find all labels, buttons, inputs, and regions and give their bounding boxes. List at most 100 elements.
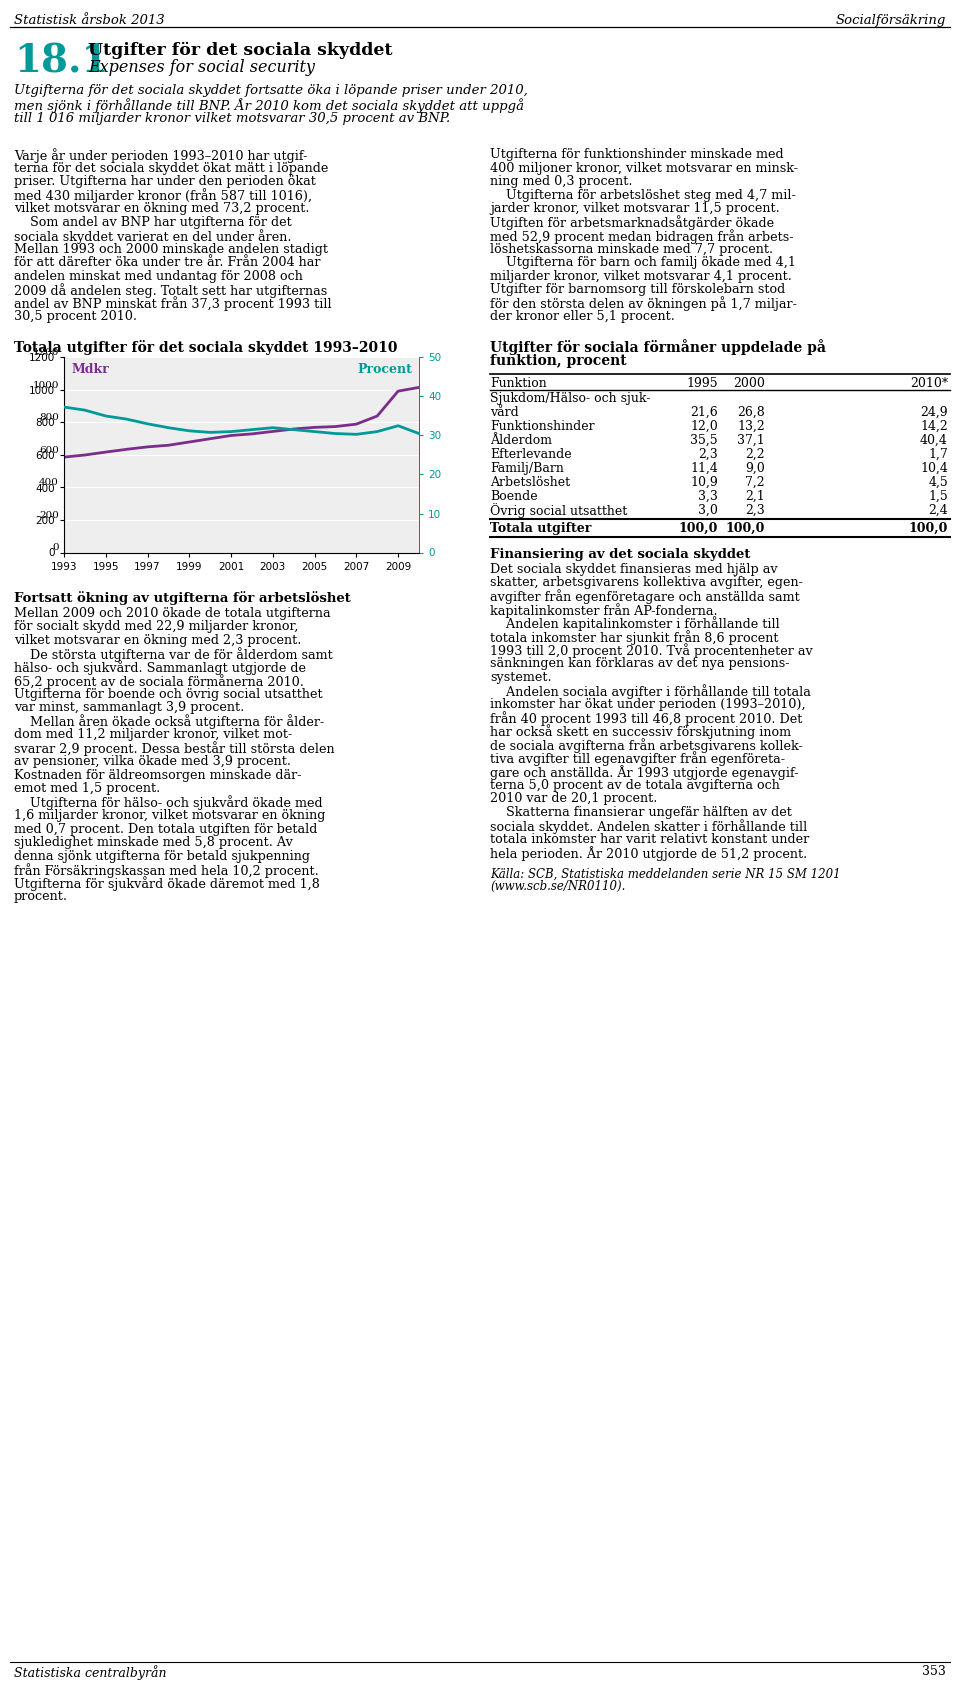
Text: 1995: 1995 <box>686 376 718 390</box>
Text: 2,1: 2,1 <box>745 489 765 503</box>
Text: vilket motsvarar en ökning med 73,2 procent.: vilket motsvarar en ökning med 73,2 proc… <box>14 202 309 214</box>
Text: 12,0: 12,0 <box>690 420 718 432</box>
Text: ning med 0,3 procent.: ning med 0,3 procent. <box>490 175 633 187</box>
Text: Varje år under perioden 1993–2010 har utgif-: Varje år under perioden 1993–2010 har ut… <box>14 148 307 164</box>
Text: för socialt skydd med 22,9 miljarder kronor,: för socialt skydd med 22,9 miljarder kro… <box>14 621 299 633</box>
Text: Arbetslöshet: Arbetslöshet <box>490 476 570 489</box>
Text: Utgifterna för hälso- och sjukvård ökade med: Utgifterna för hälso- och sjukvård ökade… <box>14 796 323 810</box>
Text: 26,8: 26,8 <box>737 405 765 418</box>
Text: totala inkomster har sjunkit från 8,6 procent: totala inkomster har sjunkit från 8,6 pr… <box>490 629 779 644</box>
Text: Utgifterna för det sociala skyddet fortsatte öka i löpande priser under 2010,: Utgifterna för det sociala skyddet forts… <box>14 84 528 96</box>
Text: för att därefter öka under tre år. Från 2004 har: för att därefter öka under tre år. Från … <box>14 256 321 268</box>
Text: Fortsatt ökning av utgifterna för arbetslöshet: Fortsatt ökning av utgifterna för arbets… <box>14 592 350 606</box>
Text: Boende: Boende <box>490 489 538 503</box>
Text: 600: 600 <box>39 445 59 454</box>
Text: Statistiska centralbyrån: Statistiska centralbyrån <box>14 1665 166 1680</box>
Text: sänkningen kan förklaras av det nya pensions-: sänkningen kan förklaras av det nya pens… <box>490 656 789 670</box>
Text: 2010 var de 20,1 procent.: 2010 var de 20,1 procent. <box>490 791 658 805</box>
Text: 30,5 procent 2010.: 30,5 procent 2010. <box>14 310 137 322</box>
Text: till 1 016 miljarder kronor vilket motsvarar 30,5 procent av BNP.: till 1 016 miljarder kronor vilket motsv… <box>14 111 450 125</box>
Text: skatter, arbetsgivarens kollektiva avgifter, egen-: skatter, arbetsgivarens kollektiva avgif… <box>490 575 803 589</box>
Text: 200: 200 <box>39 511 59 520</box>
Text: Expenses for social security: Expenses for social security <box>88 59 315 76</box>
Text: med 430 miljarder kronor (från 587 till 1016),: med 430 miljarder kronor (från 587 till … <box>14 189 312 204</box>
Text: 3,3: 3,3 <box>698 489 718 503</box>
Text: 14,2: 14,2 <box>921 420 948 432</box>
Text: Utgifter för sociala förmåner uppdelade på: Utgifter för sociala förmåner uppdelade … <box>490 339 826 356</box>
Text: Mdkr: Mdkr <box>71 363 108 376</box>
Text: andel av BNP minskat från 37,3 procent 1993 till: andel av BNP minskat från 37,3 procent 1… <box>14 297 331 312</box>
Text: 3,0: 3,0 <box>698 503 718 516</box>
Text: Familj/Barn: Familj/Barn <box>490 462 564 474</box>
Text: 21,6: 21,6 <box>690 405 718 418</box>
Text: Källa: SCB, Statistiska meddelanden serie NR 15 SM 1201: Källa: SCB, Statistiska meddelanden seri… <box>490 867 841 881</box>
Text: hälso- och sjukvård. Sammanlagt utgjorde de: hälso- och sjukvård. Sammanlagt utgjorde… <box>14 661 306 675</box>
Text: 7,2: 7,2 <box>745 476 765 489</box>
Text: Finansiering av det sociala skyddet: Finansiering av det sociala skyddet <box>490 548 751 560</box>
Text: Kostnaden för äldreomsorgen minskade där-: Kostnaden för äldreomsorgen minskade där… <box>14 769 301 781</box>
Text: 800: 800 <box>39 413 59 422</box>
Text: från Försäkringskassan med hela 10,2 procent.: från Försäkringskassan med hela 10,2 pro… <box>14 864 319 877</box>
Text: 400 miljoner kronor, vilket motsvarar en minsk-: 400 miljoner kronor, vilket motsvarar en… <box>490 162 798 174</box>
Text: Skatterna finansierar ungefär hälften av det: Skatterna finansierar ungefär hälften av… <box>490 805 792 818</box>
Text: 100,0: 100,0 <box>679 521 718 535</box>
Text: Utgifterna för boende och övrig social utsatthet: Utgifterna för boende och övrig social u… <box>14 688 323 700</box>
Text: hela perioden. År 2010 utgjorde de 51,2 procent.: hela perioden. År 2010 utgjorde de 51,2 … <box>490 845 807 860</box>
Text: 2010*: 2010* <box>910 376 948 390</box>
Text: Ålderdom: Ålderdom <box>490 434 552 447</box>
Text: sociala skyddet varierat en del under åren.: sociala skyddet varierat en del under år… <box>14 229 292 245</box>
Text: Som andel av BNP har utgifterna för det: Som andel av BNP har utgifterna för det <box>14 216 292 228</box>
Text: Mellan åren ökade också utgifterna för ålder-: Mellan åren ökade också utgifterna för å… <box>14 715 324 729</box>
Text: 10,9: 10,9 <box>690 476 718 489</box>
Text: andelen minskat med undantag för 2008 och: andelen minskat med undantag för 2008 oc… <box>14 270 302 282</box>
Text: Utgifter för barnomsorg till förskolebarn stod: Utgifter för barnomsorg till förskolebar… <box>490 283 785 295</box>
Text: Socialförsäkring: Socialförsäkring <box>835 13 946 27</box>
Text: 1,5: 1,5 <box>928 489 948 503</box>
Text: 13,2: 13,2 <box>737 420 765 432</box>
Text: Det sociala skyddet finansieras med hjälp av: Det sociala skyddet finansieras med hjäl… <box>490 562 778 575</box>
Text: Funktion: Funktion <box>490 376 547 390</box>
Text: De största utgifterna var de för ålderdom samt: De största utgifterna var de för ålderdo… <box>14 648 333 661</box>
Text: 2009 då andelen steg. Totalt sett har utgifternas: 2009 då andelen steg. Totalt sett har ut… <box>14 283 327 299</box>
Text: dom med 11,2 miljarder kronor, vilket mot-: dom med 11,2 miljarder kronor, vilket mo… <box>14 729 292 741</box>
Text: procent.: procent. <box>14 891 68 903</box>
Text: 353: 353 <box>923 1665 946 1679</box>
Text: Utgifterna för arbetslöshet steg med 4,7 mil-: Utgifterna för arbetslöshet steg med 4,7… <box>490 189 796 201</box>
Text: Andelen sociala avgifter i förhållande till totala: Andelen sociala avgifter i förhållande t… <box>490 683 811 698</box>
Text: emot med 1,5 procent.: emot med 1,5 procent. <box>14 783 160 795</box>
Text: av pensioner, vilka ökade med 3,9 procent.: av pensioner, vilka ökade med 3,9 procen… <box>14 756 291 768</box>
Text: 24,9: 24,9 <box>921 405 948 418</box>
Text: 10,4: 10,4 <box>920 462 948 474</box>
Text: 1200: 1200 <box>33 348 59 358</box>
Text: med 0,7 procent. Den totala utgiften för betald: med 0,7 procent. Den totala utgiften för… <box>14 823 318 835</box>
Text: inkomster har ökat under perioden (1993–2010),: inkomster har ökat under perioden (1993–… <box>490 697 805 710</box>
Text: 1,6 miljarder kronor, vilket motsvarar en ökning: 1,6 miljarder kronor, vilket motsvarar e… <box>14 810 325 822</box>
Text: kapitalinkomster från AP-fonderna.: kapitalinkomster från AP-fonderna. <box>490 602 718 617</box>
Text: 4,5: 4,5 <box>928 476 948 489</box>
Text: 1,7: 1,7 <box>928 447 948 461</box>
Text: 2,4: 2,4 <box>928 503 948 516</box>
Text: totala inkomster har varit relativt konstant under: totala inkomster har varit relativt kons… <box>490 832 809 845</box>
Text: der kronor eller 5,1 procent.: der kronor eller 5,1 procent. <box>490 310 675 322</box>
Text: 40,4: 40,4 <box>920 434 948 447</box>
Text: de sociala avgifterna från arbetsgivarens kollek-: de sociala avgifterna från arbetsgivaren… <box>490 737 803 752</box>
Text: 1000: 1000 <box>33 381 59 390</box>
Text: sjukledighet minskade med 5,8 procent. Av: sjukledighet minskade med 5,8 procent. A… <box>14 837 293 849</box>
Text: Utgifterna för barn och familj ökade med 4,1: Utgifterna för barn och familj ökade med… <box>490 256 796 268</box>
Text: 35,5: 35,5 <box>690 434 718 447</box>
Text: 11,4: 11,4 <box>690 462 718 474</box>
Text: priser. Utgifterna har under den perioden ökat: priser. Utgifterna har under den periode… <box>14 175 316 187</box>
Text: löshetskassorna minskade med 7,7 procent.: löshetskassorna minskade med 7,7 procent… <box>490 243 773 255</box>
Text: 9,0: 9,0 <box>745 462 765 474</box>
Text: har också skett en successiv förskjutning inom: har också skett en successiv förskjutnin… <box>490 724 791 739</box>
Text: för den största delen av ökningen på 1,7 miljar-: för den största delen av ökningen på 1,7… <box>490 297 797 312</box>
Text: Totala utgifter: Totala utgifter <box>490 521 591 535</box>
Text: Utgiften för arbetsmarknadsåtgärder ökade: Utgiften för arbetsmarknadsåtgärder ökad… <box>490 216 774 231</box>
Text: 18.1: 18.1 <box>14 42 108 79</box>
Text: Mellan 2009 och 2010 ökade de totala utgifterna: Mellan 2009 och 2010 ökade de totala utg… <box>14 607 330 619</box>
Text: Andelen kapitalinkomster i förhållande till: Andelen kapitalinkomster i förhållande t… <box>490 616 780 631</box>
Text: med 52,9 procent medan bidragen från arbets-: med 52,9 procent medan bidragen från arb… <box>490 229 794 245</box>
Text: men sjönk i förhållande till BNP. År 2010 kom det sociala skyddet att uppgå: men sjönk i förhållande till BNP. År 201… <box>14 98 524 113</box>
Text: miljarder kronor, vilket motsvarar 4,1 procent.: miljarder kronor, vilket motsvarar 4,1 p… <box>490 270 792 282</box>
Text: Totala utgifter för det sociala skyddet 1993–2010: Totala utgifter för det sociala skyddet … <box>14 339 397 354</box>
